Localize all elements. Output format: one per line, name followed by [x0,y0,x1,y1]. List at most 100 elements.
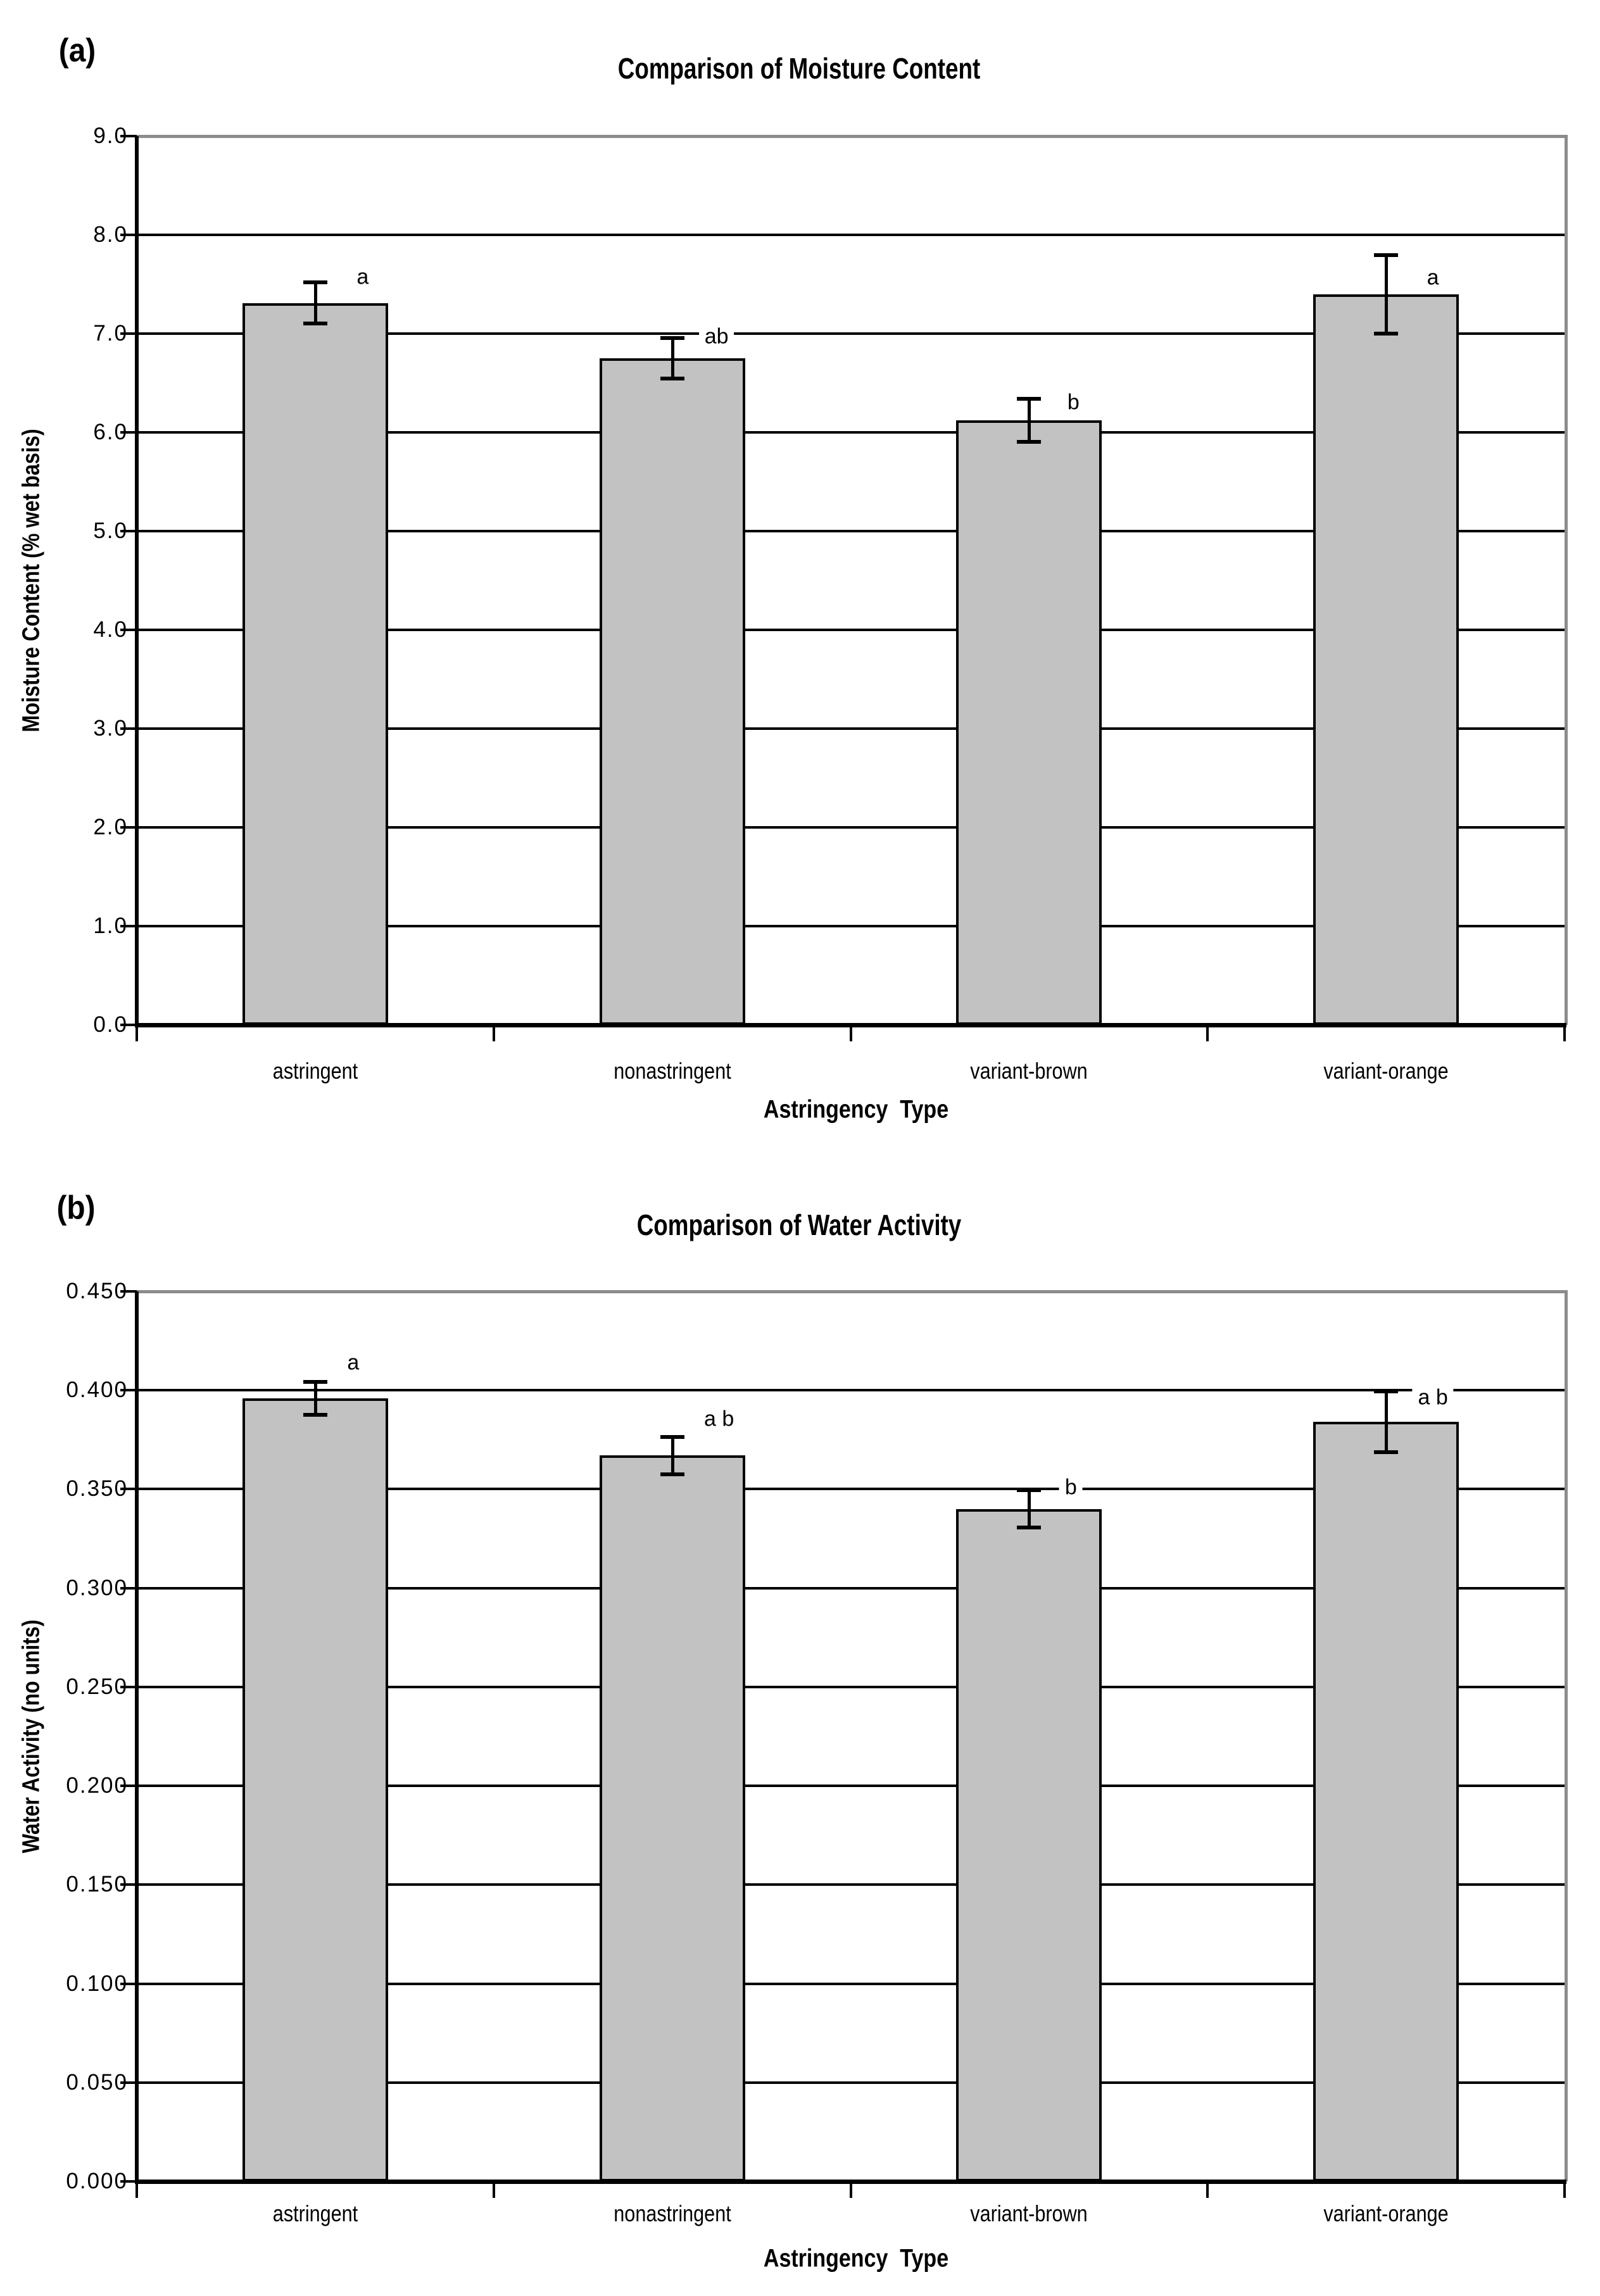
bar-variant-brown [956,420,1102,1025]
error-bar-cap-top [1374,1390,1399,1394]
y-tick-label: 2.0 [93,815,128,839]
bar-variant-orange [1313,294,1459,1025]
error-bar-cap-top [1017,397,1042,401]
x-tick-mark [1206,2181,1209,2198]
bar-nonastringent [599,1455,745,2181]
y-tick-mark [120,1785,137,1788]
y-tick-mark [120,1290,137,1293]
error-bar-cap-top [303,280,327,285]
gridline [137,1883,1565,1886]
y-axis-title: Moisture Content (% wet basis) [18,429,45,732]
error-bar-cap-top [660,1435,684,1440]
gridline [137,1488,1565,1491]
gridline [137,234,1565,236]
error-bar [671,336,674,380]
x-tick-label-variant-orange: variant-orange [1323,1058,1449,1084]
x-tick-mark [849,1025,852,1041]
panel-label: (a) [58,32,96,69]
y-tick-label: 0.150 [66,1872,128,1897]
y-tick-mark [120,629,137,631]
y-tick-mark [120,1586,137,1590]
y-tick-mark [120,925,137,927]
error-bar-cap-bottom [660,1472,684,1476]
error-bar-cap-top [303,1379,327,1384]
error-bar-cap-top [660,336,684,340]
x-tick-mark [492,2181,495,2198]
sig-letter: a b [698,1407,740,1432]
x-tick-mark [492,1025,495,1041]
x-tick-mark [849,2181,852,2198]
gridline [137,1982,1565,1985]
gridline [137,1586,1565,1590]
y-tick-label: 0.450 [66,1279,128,1303]
error-bar [1028,1489,1031,1529]
sig-letter: b [1059,1475,1083,1501]
gridline [137,431,1565,434]
y-tick-label: 3.0 [93,716,128,741]
y-tick-label: 0.050 [66,2069,128,2095]
bar-astringent [242,1398,388,2181]
x-tick-mark [1563,1025,1566,1041]
x-tick-label-variant-brown: variant-brown [970,2200,1088,2226]
error-bar-cap-top [1017,1488,1042,1493]
panel-label: (b) [56,1189,96,1226]
gridline [137,332,1565,335]
sig-letter: a [341,1350,365,1376]
error-bar-cap-bottom [303,1412,327,1417]
y-tick-mark [120,1982,137,1985]
y-tick-label: 4.0 [93,617,128,642]
x-tick-mark [135,2181,138,2198]
y-tick-mark [120,332,137,335]
gridline [137,1785,1565,1788]
x-tick-label-astringent: astringent [272,2200,358,2226]
gridline [137,1389,1565,1392]
y-tick-mark [120,1389,137,1392]
sig-letter: a b [1412,1385,1454,1410]
error-bar-cap-bottom [1374,331,1399,336]
y-tick-label: 0.000 [66,2169,128,2193]
error-bar [313,281,317,325]
error-bar-cap-bottom [1374,1450,1399,1455]
y-axis-line [135,1291,139,2184]
plot-border-right [1565,135,1568,1025]
error-bar-cap-bottom [660,377,684,381]
y-tick-mark [120,1024,137,1026]
gridline [137,2081,1565,2084]
x-axis-title: Astringency Type [763,2244,948,2273]
bar-nonastringent [599,358,745,1025]
plot-border-top [137,135,1568,138]
x-tick-mark [1206,1025,1209,1041]
error-bar-cap-bottom [1017,440,1042,444]
sig-letter: ab [698,323,734,349]
plot-border-top [137,1290,1568,1293]
error-bar [1028,398,1031,444]
y-tick-mark [120,1883,137,1886]
x-tick-label-astringent: astringent [272,1058,358,1084]
bar-variant-brown [956,1509,1102,2181]
error-bar-cap-bottom [1017,1525,1042,1529]
y-tick-label: 8.0 [93,222,128,247]
gridline [137,1685,1565,1688]
y-tick-mark [120,2081,137,2084]
y-tick-label: 5.0 [93,518,128,543]
y-tick-label: 0.250 [66,1674,128,1699]
y-tick-label: 0.200 [66,1773,128,1798]
y-tick-label: 0.0 [93,1012,128,1037]
x-tick-label-nonastringent: nonastringent [613,1058,731,1084]
chart-title: Comparison of Moisture Content [617,52,981,85]
x-tick-mark [1563,2181,1566,2198]
gridline [137,727,1565,730]
sig-letter: a [351,265,375,291]
x-tick-label-nonastringent: nonastringent [613,2200,731,2226]
x-tick-label-variant-brown: variant-brown [970,1058,1088,1084]
y-tick-mark [120,135,137,137]
y-axis-title: Water Activity (no units) [18,1619,45,1854]
error-bar-cap-top [1374,253,1399,257]
x-axis-title: Astringency Type [763,1095,948,1124]
error-bar [1385,253,1389,335]
y-tick-label: 0.400 [66,1377,128,1403]
error-bar [1385,1390,1389,1454]
bar-astringent [242,303,388,1025]
gridline [137,925,1565,927]
